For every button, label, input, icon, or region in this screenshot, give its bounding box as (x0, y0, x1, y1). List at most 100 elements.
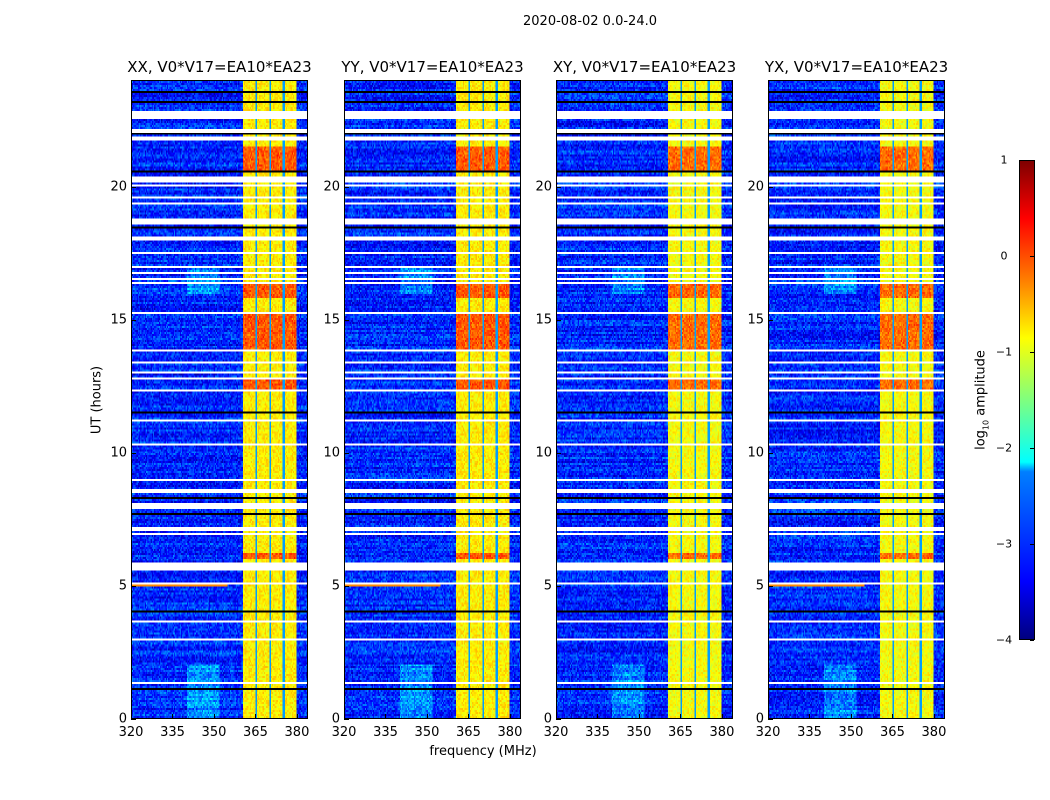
colorbar-label: log10 amplitude (973, 350, 991, 450)
x-tick-label: 365 (880, 725, 905, 740)
x-tick-label: 335 (160, 725, 185, 740)
heatmap-image (557, 81, 732, 718)
x-tick-label: 350 (414, 725, 440, 740)
x-tick-mark (296, 714, 298, 719)
x-tick-mark (680, 714, 682, 719)
y-tick-mark (768, 186, 773, 188)
panel-title: YX, V0*V17=EA10*EA23 (764, 58, 949, 76)
x-tick-label: 320 (331, 725, 357, 740)
x-tick-mark (850, 714, 852, 719)
x-tick-label: 365 (456, 725, 481, 740)
panel-title: YY, V0*V17=EA10*EA23 (341, 58, 524, 76)
y-tick-label: 5 (331, 578, 340, 594)
x-tick-mark (556, 714, 557, 719)
colorbar-tick-label: −4 (995, 633, 1013, 647)
y-tick-mark (131, 452, 136, 454)
x-tick-mark (638, 714, 640, 719)
colorbar-tick-mark (1030, 640, 1034, 641)
y-tick-label: 20 (535, 179, 552, 194)
y-tick-mark (556, 719, 561, 720)
x-tick-label: 350 (201, 725, 227, 740)
x-tick-label: 320 (118, 725, 144, 740)
x-tick-mark (426, 714, 428, 719)
x-tick-label: 350 (626, 725, 652, 740)
y-tick-label: 10 (535, 445, 552, 461)
x-tick-label: 380 (497, 725, 523, 740)
heatmap-panel (344, 80, 521, 719)
y-tick-label: 15 (110, 312, 127, 328)
heatmap-image (769, 81, 944, 718)
colorbar-tick-label: 1 (1000, 153, 1008, 167)
y-tick-mark (131, 186, 136, 188)
colorbar-tick-mark (1030, 448, 1034, 449)
heatmap-image (132, 81, 307, 718)
y-tick-mark (768, 585, 773, 587)
y-tick-label: 5 (118, 578, 127, 594)
y-tick-label: 0 (543, 711, 552, 727)
y-tick-mark (131, 585, 136, 587)
x-tick-mark (213, 714, 215, 719)
x-tick-mark (892, 714, 894, 719)
x-tick-mark (255, 714, 257, 719)
x-tick-label: 335 (373, 725, 398, 740)
y-tick-label: 0 (755, 711, 764, 727)
x-tick-mark (172, 714, 174, 719)
y-tick-label: 20 (323, 179, 340, 194)
x-tick-label: 365 (668, 725, 693, 740)
x-tick-label: 365 (243, 725, 268, 740)
y-tick-label: 20 (747, 179, 764, 194)
colorbar-tick-label: −2 (995, 441, 1013, 455)
y-tick-label: 0 (118, 711, 127, 727)
y-tick-mark (556, 319, 561, 321)
y-tick-label: 10 (747, 445, 764, 461)
y-tick-mark (768, 319, 773, 321)
y-tick-label: 15 (323, 312, 340, 328)
colorbar-tick-label: 0 (1000, 249, 1008, 263)
colorbar-tick-mark (1030, 160, 1034, 161)
colorbar-tick-mark (1030, 352, 1034, 353)
x-tick-mark (809, 714, 811, 719)
y-tick-mark (344, 452, 349, 454)
x-tick-label: 380 (709, 725, 735, 740)
y-tick-label: 15 (535, 312, 552, 328)
y-tick-label: 20 (110, 179, 127, 194)
y-tick-mark (344, 319, 349, 321)
heatmap-panel (556, 80, 733, 719)
y-tick-mark (344, 585, 349, 587)
x-axis-label: frequency (MHz) (429, 744, 537, 759)
y-tick-mark (556, 186, 561, 188)
figure-title: 2020-08-02 0.0-24.0 (523, 14, 657, 29)
heatmap-panel (131, 80, 308, 719)
colorbar-tick-label: −1 (995, 345, 1013, 359)
x-tick-mark (597, 714, 599, 719)
colorbar-tick-label: −3 (995, 537, 1013, 551)
x-tick-label: 350 (838, 725, 864, 740)
y-tick-mark (344, 186, 349, 188)
colorbar (1019, 160, 1035, 640)
panel-title: XY, V0*V17=EA10*EA23 (552, 58, 737, 76)
x-tick-mark (933, 714, 935, 719)
x-tick-label: 380 (284, 725, 310, 740)
y-tick-label: 10 (110, 445, 127, 461)
x-tick-label: 320 (755, 725, 781, 740)
colorbar-tick-mark (1030, 544, 1034, 545)
y-tick-label: 5 (543, 578, 552, 594)
y-tick-label: 0 (331, 711, 340, 727)
x-tick-label: 320 (543, 725, 569, 740)
x-tick-label: 380 (921, 725, 947, 740)
y-tick-mark (556, 452, 561, 454)
panel-title: XX, V0*V17=EA10*EA23 (127, 58, 312, 76)
y-tick-mark (344, 719, 349, 720)
y-axis-label: UT (hours) (89, 365, 105, 435)
heatmap-image (345, 81, 520, 718)
x-tick-mark (509, 714, 511, 719)
x-tick-mark (468, 714, 470, 719)
x-tick-mark (385, 714, 387, 719)
y-tick-mark (131, 319, 136, 321)
x-tick-mark (768, 714, 769, 719)
x-tick-label: 335 (585, 725, 610, 740)
x-tick-mark (131, 714, 132, 719)
x-tick-label: 335 (797, 725, 822, 740)
x-tick-mark (721, 714, 723, 719)
